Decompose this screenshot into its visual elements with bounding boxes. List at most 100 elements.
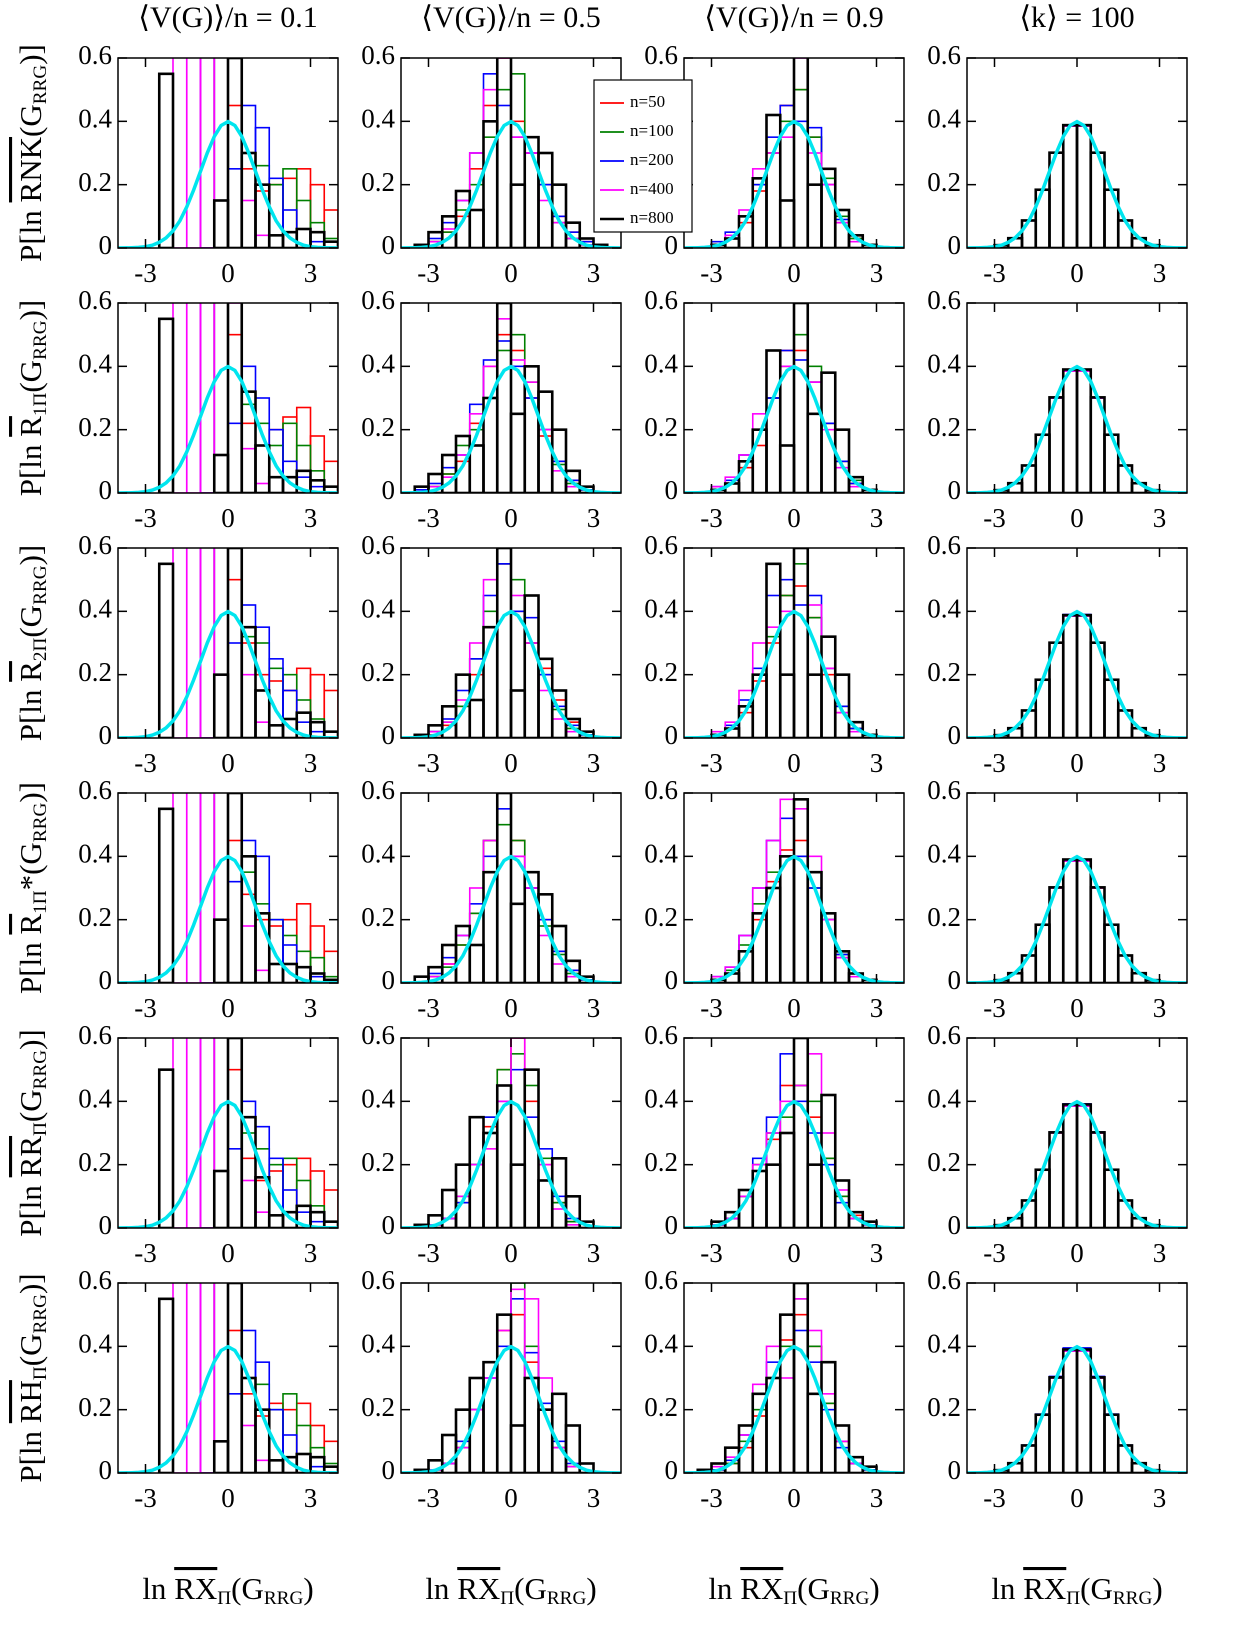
histogram-bin: [295, 1424, 312, 1473]
histogram-bin: [468, 943, 485, 983]
histogram-bin: [793, 1313, 809, 1473]
x-axis-label-part: RRG: [830, 1588, 870, 1609]
x-tick-label: -3: [983, 258, 1006, 288]
y-axis-label-part: )]: [13, 545, 48, 566]
x-tick-label: 3: [587, 503, 601, 533]
y-tick-label: 0.2: [644, 657, 678, 687]
histogram-bin: [212, 199, 230, 248]
histogram-bin: [199, 303, 216, 493]
histogram-bin: [496, 318, 512, 493]
x-tick-label: 0: [1070, 1483, 1084, 1513]
histogram-bin: [551, 718, 567, 738]
y-axis-label-part: *(G: [13, 842, 48, 890]
x-axis-label-part: (G: [1080, 1571, 1113, 1606]
gaussian-curve: [684, 1099, 904, 1228]
histogram-bin: [323, 689, 338, 738]
histogram-bin: [550, 689, 568, 738]
panel: [967, 854, 1187, 983]
y-tick-label: 0.2: [78, 167, 112, 197]
histogram-bin: [1062, 125, 1078, 248]
histogram-bin: [1076, 1350, 1092, 1473]
histogram-bin: [510, 1038, 526, 1228]
y-tick-label: 0.2: [927, 657, 961, 687]
histogram-bin: [793, 808, 809, 983]
histogram-bin: [254, 1176, 271, 1228]
histogram-bin: [226, 1283, 244, 1473]
histogram-bin: [1076, 615, 1092, 738]
x-axis-label-part: RX: [740, 1571, 783, 1606]
panel: [684, 1038, 904, 1228]
histogram-bin: [564, 717, 582, 738]
histogram-bin: [510, 1288, 526, 1473]
y-tick-label: 0.4: [361, 1329, 395, 1359]
histogram-bin: [495, 303, 513, 493]
y-tick-label: 0: [665, 475, 679, 505]
histogram-bin: [254, 1211, 271, 1228]
y-axis-label-part: P[ln: [13, 437, 48, 496]
histogram-bin: [1076, 1105, 1092, 1228]
histogram-bin: [295, 667, 312, 738]
histogram-bin: [496, 1068, 512, 1228]
y-axis-label-part: RRG: [30, 320, 51, 360]
histogram-bin: [1061, 123, 1079, 248]
histogram-bin: [482, 1148, 499, 1228]
y-tick-label: 0.4: [78, 104, 112, 134]
histogram-bin: [1076, 860, 1092, 983]
histogram-bin: [322, 240, 338, 248]
histogram-bin: [240, 199, 257, 248]
histogram-bin: [309, 221, 326, 248]
histogram-bin: [267, 1459, 285, 1473]
y-tick-label: 0: [665, 720, 679, 750]
y-axis-label-part: (G: [13, 1089, 48, 1122]
legend-label: n=800: [630, 208, 674, 227]
y-tick-label: 0.4: [927, 1329, 961, 1359]
y-tick-label: 0: [382, 1455, 396, 1485]
x-tick-label: 3: [304, 748, 318, 778]
histogram-bin: [1062, 860, 1078, 983]
histogram-bin: [482, 594, 499, 738]
y-tick-label: 0.2: [644, 412, 678, 442]
histogram-bin: [793, 563, 809, 738]
x-axis-label-part: (G: [231, 1571, 264, 1606]
x-tick-label: 0: [787, 258, 801, 288]
x-tick-label: 0: [221, 748, 235, 778]
histogram-bin: [496, 1313, 512, 1473]
histogram-bin: [496, 1345, 512, 1473]
histogram-bin: [779, 1377, 795, 1473]
panel: [401, 548, 621, 738]
histogram-bin: [240, 625, 257, 738]
histogram-bin: [806, 412, 823, 493]
y-tick-label: 0.2: [361, 167, 395, 197]
histogram-bin: [765, 349, 782, 493]
x-tick-label: 3: [870, 503, 884, 533]
histogram-bin: [295, 168, 312, 248]
gaussian-curve: [401, 364, 621, 493]
histogram-bin: [1116, 709, 1134, 738]
histogram-bin: [792, 548, 810, 738]
x-tick-label: 3: [870, 748, 884, 778]
y-tick-label: 0.4: [927, 1084, 961, 1114]
gaussian-curve: [684, 119, 904, 248]
x-tick-label: 0: [1070, 993, 1084, 1023]
histogram-bin: [510, 610, 526, 738]
histogram-bin: [295, 903, 312, 983]
histogram-bin: [496, 823, 512, 983]
legend-label: n=100: [630, 121, 674, 140]
histogram-bin: [267, 234, 285, 248]
histogram-bin: [1062, 613, 1078, 738]
x-tick-label: 0: [787, 1238, 801, 1268]
histogram-bin: [792, 1038, 810, 1228]
y-tick-label: 0.2: [78, 1392, 112, 1422]
histogram-bin: [212, 453, 230, 493]
histogram-bin: [199, 303, 216, 493]
gaussian-curve: [401, 119, 621, 248]
histogram-bin: [1076, 369, 1092, 493]
histogram-bin: [309, 1446, 326, 1473]
histogram-bin: [510, 365, 526, 493]
histogram-bin: [806, 604, 823, 738]
histogram-bin: [1020, 1199, 1038, 1228]
histogram-bin: [482, 359, 499, 493]
y-tick-label: 0: [665, 965, 679, 995]
x-axis-label-part: ln: [708, 1571, 740, 1606]
x-axis-label-part: ): [586, 1571, 596, 1606]
